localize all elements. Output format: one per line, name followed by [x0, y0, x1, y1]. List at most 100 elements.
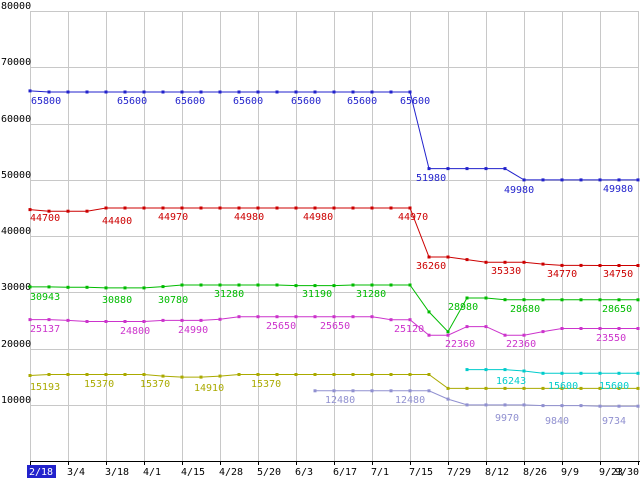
series-green-point [313, 284, 317, 288]
value-label: 25137 [30, 324, 60, 335]
series-magenta-point [617, 327, 621, 330]
series-violet-point [408, 389, 412, 393]
series-violet-point [370, 389, 374, 393]
x-axis-label: 7/1 [371, 467, 389, 478]
series-olive-point [617, 386, 621, 390]
series-cyan-point [465, 368, 469, 372]
y-axis-label: 10000 [1, 395, 31, 406]
x-axis-label: 9/9 [561, 467, 579, 478]
series-red-point [484, 260, 488, 264]
series-red-point [85, 209, 89, 213]
series-green-point [522, 298, 526, 302]
series-olive-point [522, 386, 526, 390]
series-violet-point [541, 404, 545, 408]
series-magenta-point [465, 325, 469, 329]
value-label: 15600 [548, 381, 578, 392]
series-green-point [503, 298, 507, 302]
series-violet-point [579, 404, 583, 408]
series-magenta-point [237, 315, 241, 319]
series-blue-point [123, 90, 127, 94]
value-label: 44980 [234, 212, 264, 223]
series-olive-point [351, 373, 355, 376]
value-label: 24990 [178, 325, 208, 336]
series-green-point [66, 285, 70, 289]
series-olive-point [66, 373, 70, 376]
series-olive-point [598, 386, 602, 390]
value-label: 12480 [325, 395, 355, 406]
series-red-point [503, 260, 507, 264]
series-olive-point [104, 373, 108, 376]
series-green-point [446, 330, 450, 334]
value-label: 51980 [416, 173, 446, 184]
series-blue-point [142, 90, 146, 94]
series-red-point [598, 264, 602, 267]
value-label: 65800 [31, 96, 61, 107]
value-label: 30880 [102, 295, 132, 306]
series-green-point [351, 283, 355, 287]
series-magenta-point [389, 318, 393, 322]
series-magenta-point [218, 317, 222, 321]
value-label: 31280 [356, 289, 386, 300]
x-axis-label: 2/18 [29, 467, 53, 478]
value-label: 25650 [320, 321, 350, 332]
series-red-point [351, 206, 355, 210]
series-red-point [161, 206, 165, 210]
series-green-point [218, 283, 222, 287]
value-label: 24800 [120, 326, 150, 337]
value-label: 36260 [416, 261, 446, 272]
series-blue-point [617, 178, 621, 182]
series-olive-point [199, 375, 203, 379]
series-green-point [389, 283, 393, 287]
y-axis-label: 40000 [1, 226, 31, 237]
series-magenta-point [313, 315, 317, 319]
value-label: 16243 [496, 376, 526, 387]
series-olive-point [484, 386, 488, 390]
series-olive-point [294, 373, 298, 376]
series-violet-point [427, 389, 431, 393]
series-magenta-point [66, 318, 70, 322]
value-label: 65600 [347, 96, 377, 107]
series-blue-point [484, 167, 488, 171]
series-red-point [199, 206, 203, 210]
series-magenta-point [503, 333, 507, 337]
series-magenta-point [332, 315, 336, 319]
series-green-point [465, 296, 469, 300]
series-cyan-point [579, 371, 583, 375]
series-green-point [579, 298, 583, 302]
series-cyan-point [617, 371, 621, 375]
series-blue-point [85, 90, 89, 94]
series-magenta-point [275, 315, 279, 319]
series-blue-point [503, 167, 507, 171]
value-label: 31280 [214, 289, 244, 300]
x-label-highlight [27, 465, 56, 478]
x-axis-label: 7/15 [409, 467, 433, 478]
series-olive-point [541, 386, 545, 390]
series-magenta-point [408, 318, 412, 322]
x-axis-label: 3/4 [67, 467, 85, 478]
series-olive-point [560, 386, 564, 390]
series-magenta-point [541, 330, 545, 334]
series-red-point [579, 263, 583, 267]
series-red-point [446, 255, 450, 259]
series-blue-point [560, 178, 564, 182]
series-magenta-point [579, 327, 583, 330]
series-red-point [28, 208, 32, 212]
value-label: 9840 [545, 416, 569, 427]
series-violet-point [560, 404, 564, 408]
value-label: 15370 [140, 379, 170, 390]
value-label: 65600 [233, 96, 263, 107]
series-olive-point [275, 373, 279, 376]
series-blue-point [636, 178, 640, 182]
series-olive-point [427, 373, 431, 376]
series-red-point [294, 206, 298, 210]
series-olive-point [256, 373, 260, 376]
series-green-point [104, 286, 108, 290]
series-red-point [104, 206, 108, 210]
series-blue-point [294, 90, 298, 94]
series-olive-point [579, 386, 583, 390]
series-cyan-point [541, 371, 545, 375]
value-label: 12480 [395, 395, 425, 406]
series-blue-point [465, 167, 469, 171]
series-green-point [161, 285, 165, 289]
x-axis-label: 9/23 [599, 467, 623, 478]
